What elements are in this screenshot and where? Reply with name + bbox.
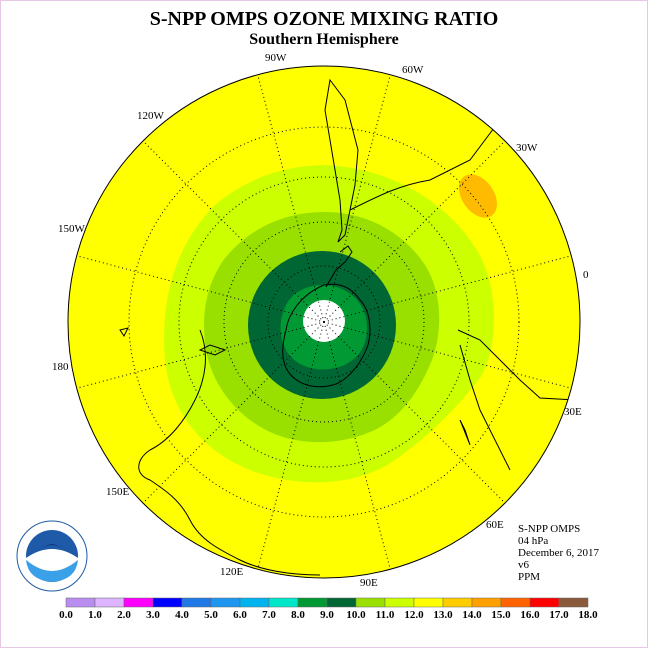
meridians — [76, 74, 572, 570]
colorbar-label: 10.0 — [346, 609, 366, 621]
colorbar-label: 18.0 — [578, 609, 598, 621]
colorbar-label: 11.0 — [376, 609, 395, 621]
lon-label-60w: 60W — [402, 64, 424, 76]
map-subtitle: Southern Hemisphere — [249, 31, 399, 48]
noaa-logo: NOAA — [16, 520, 88, 592]
meridian-line — [257, 74, 325, 323]
colorbar-label: 4.0 — [175, 609, 189, 621]
lon-label-30e: 30E — [564, 406, 582, 418]
info-level: 04 hPa — [518, 535, 549, 547]
lon-label-0: 0 — [583, 269, 589, 281]
colorbar-label: 7.0 — [262, 609, 276, 621]
graticule — [128, 126, 520, 518]
colorbar-swatch — [297, 597, 328, 608]
colorbar: 0.0 1.0 2.0 3.0 4.0 5.0 6.0 7.0 8.0 9.0 10.0 11.0 12… — [59, 597, 598, 621]
logo-text: NOAA — [37, 552, 66, 563]
colorbar-swatch — [471, 597, 502, 608]
meridian-line — [323, 321, 391, 570]
info-units: PPM — [518, 571, 541, 583]
colorbar-swatch — [355, 597, 386, 608]
colorbar-label: 14.0 — [462, 609, 482, 621]
colorbar-label: 5.0 — [204, 609, 218, 621]
map-boundary — [67, 65, 581, 579]
meridian-line — [76, 321, 325, 389]
colorbar-swatch — [326, 597, 357, 608]
info-instrument: S-NPP OMPS — [518, 523, 581, 535]
lon-label-180: 180 — [52, 361, 69, 373]
colorbar-swatch — [413, 597, 444, 608]
lon-label-90w: 90W — [265, 52, 287, 64]
colorbar-swatch — [442, 597, 473, 608]
lon-label-120e: 120E — [220, 566, 244, 578]
lon-label-150w: 150W — [58, 223, 86, 235]
lon-label-150e: 150E — [106, 486, 130, 498]
lon-label-120w: 120W — [137, 110, 165, 122]
colorbar-label: 13.0 — [433, 609, 453, 621]
meridian-line — [323, 74, 391, 323]
meridian-line — [142, 140, 325, 323]
map-title: S-NPP OMPS OZONE MIXING RATIO — [149, 8, 499, 30]
meridian-line — [323, 321, 506, 504]
colorbar-label: 3.0 — [146, 609, 160, 621]
meridian-line — [323, 321, 572, 389]
colorbar-label: 1.0 — [88, 609, 102, 621]
colorbar-label: 8.0 — [291, 609, 305, 621]
colorbar-label: 0.0 — [59, 609, 73, 621]
meridian-line — [323, 140, 506, 323]
colorbar-label: 2.0 — [117, 609, 131, 621]
meridian-line — [257, 321, 325, 570]
field-orange-patch — [458, 174, 498, 218]
colorbar-swatch — [181, 597, 212, 608]
colorbar-swatch — [94, 597, 125, 608]
colorbar-label: 6.0 — [233, 609, 247, 621]
map-disk — [68, 66, 580, 578]
meridian-line — [323, 255, 572, 323]
colorbar-swatch — [558, 597, 589, 608]
meridian-line — [142, 321, 325, 504]
colorbar-swatch — [500, 597, 531, 608]
colorbar-swatch — [384, 597, 415, 608]
colorbar-swatch — [123, 597, 154, 608]
info-date: December 6, 2017 — [518, 547, 599, 559]
lon-label-90e: 90E — [360, 577, 378, 589]
colorbar-swatch — [152, 597, 183, 608]
colorbar-swatch — [529, 597, 560, 608]
colorbar-label: 16.0 — [520, 609, 540, 621]
colorbar-swatch — [239, 597, 270, 608]
colorbar-swatch — [210, 597, 241, 608]
coastlines — [119, 78, 576, 576]
colorbar-label: 15.0 — [491, 609, 511, 621]
colorbar-label: 12.0 — [404, 609, 424, 621]
colorbar-swatch — [65, 597, 96, 608]
colorbar-label: 17.0 — [549, 609, 569, 621]
lon-label-30w: 30W — [516, 142, 538, 154]
colorbar-label: 9.0 — [320, 609, 334, 621]
colorbar-swatch — [268, 597, 299, 608]
info-version: v6 — [518, 559, 529, 571]
lon-label-60e: 60E — [486, 519, 504, 531]
